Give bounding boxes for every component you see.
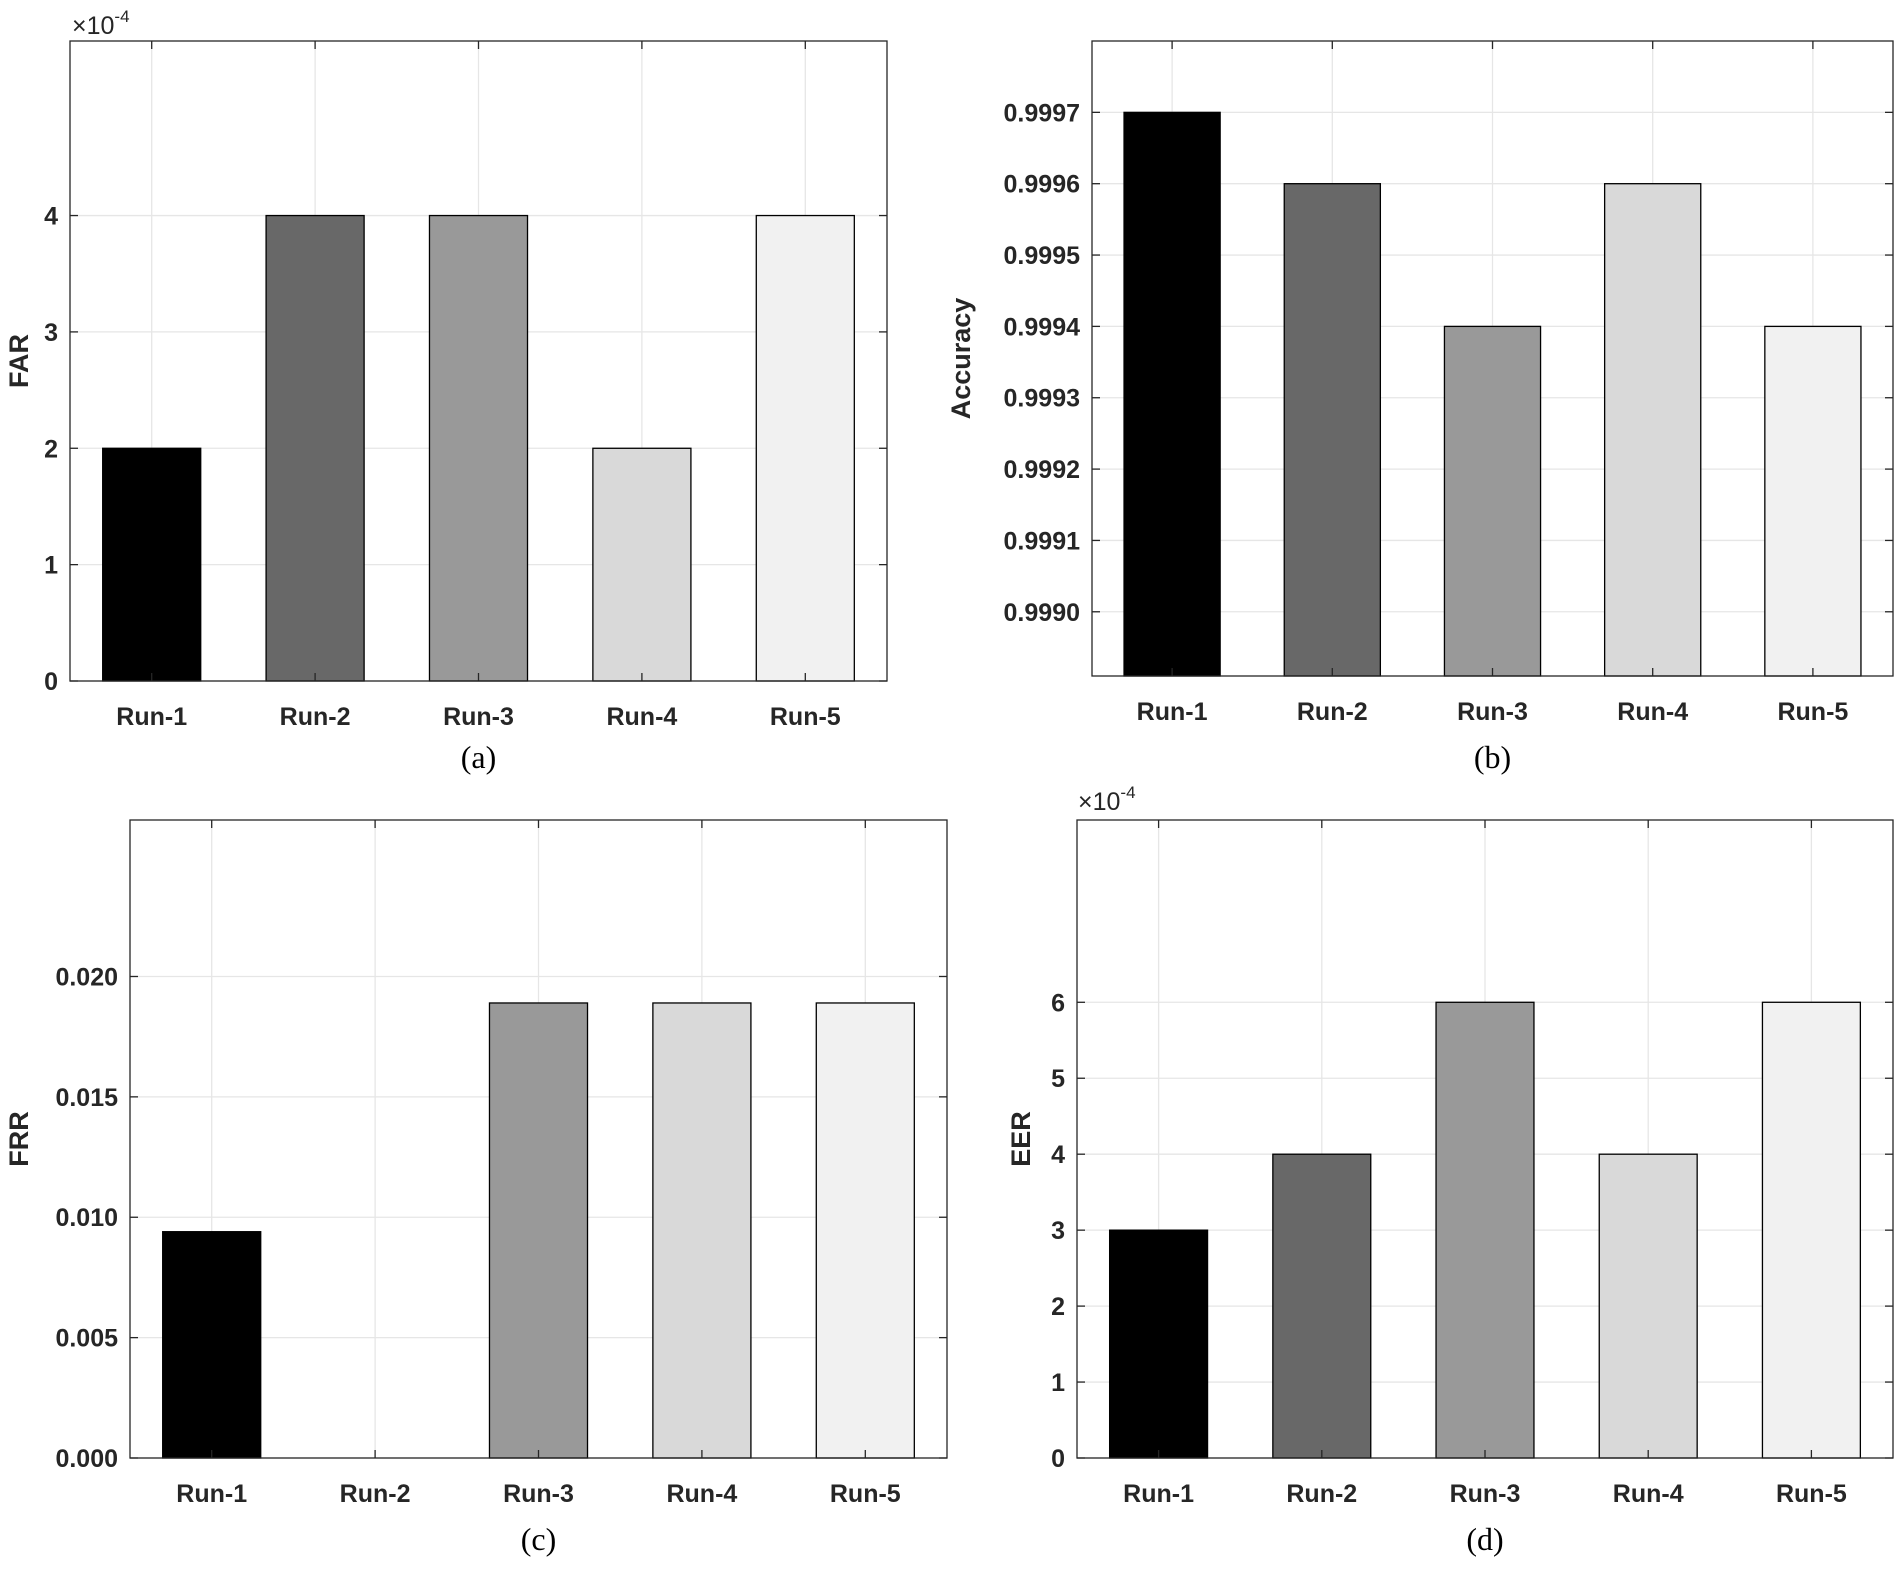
x-tick-label: Run-2	[1286, 1480, 1357, 1508]
y-tick-label: 5	[1051, 1065, 1065, 1093]
y-axis-label: FAR	[4, 334, 34, 388]
x-ticks: Run-1 Run-2 Run-3 Run-4 Run-5	[176, 820, 901, 1508]
chart-caption: (b)	[1474, 739, 1511, 775]
exponent-label: ×10-4	[1078, 783, 1136, 816]
bar-run-5	[755, 214, 855, 682]
bar-run-3	[428, 214, 529, 682]
bar-run-5	[815, 1002, 915, 1459]
bar-run-4	[652, 1002, 752, 1459]
bar-run-3	[488, 1002, 589, 1459]
y-tick-label: 0.9997	[1004, 99, 1080, 127]
x-tick-label: Run-2	[340, 1480, 411, 1508]
x-tick-label: Run-4	[1613, 1480, 1684, 1508]
x-tick-label: Run-5	[830, 1480, 901, 1508]
y-tick-label: 3	[1051, 1217, 1065, 1245]
bar-run-4	[1598, 1153, 1698, 1459]
x-tick-label: Run-3	[443, 703, 514, 731]
x-ticks: Run-1 Run-2 Run-3 Run-4 Run-5	[116, 41, 841, 731]
y-tick-label: 0.000	[55, 1445, 118, 1473]
y-tick-label: 0.015	[55, 1084, 118, 1112]
exponent-base: ×10	[1078, 788, 1120, 816]
x-tick-label: Run-5	[770, 703, 841, 731]
x-tick-label: Run-2	[1297, 698, 1368, 726]
x-tick-label: Run-4	[1617, 698, 1688, 726]
y-tick-label: 0	[44, 668, 58, 696]
x-tick-label: Run-5	[1777, 698, 1848, 726]
x-ticks: Run-1 Run-2 Run-3 Run-4 Run-5	[1123, 820, 1847, 1508]
y-tick-label: 4	[44, 203, 58, 231]
bar-run-1	[1108, 1229, 1209, 1459]
chart-a-far: 0 1 2 3 4 Run-1 Run-2 Run-3 Run-4 Run-5 FAR ×10-4 (a…	[4, 7, 888, 775]
y-ticks: 0 1 2 3 4	[44, 203, 887, 696]
y-tick-label: 0.9996	[1004, 171, 1080, 199]
y-tick-label: 2	[44, 435, 58, 463]
exponent-power: -4	[114, 7, 129, 26]
y-axis-label: FRR	[4, 1111, 34, 1167]
bars	[162, 1002, 915, 1459]
bar-run-2	[265, 214, 365, 682]
y-tick-label: 0	[1051, 1445, 1065, 1473]
chart-caption: (c)	[521, 1521, 557, 1557]
y-tick-label: 0.9993	[1004, 385, 1080, 413]
x-ticks: Run-1 Run-2 Run-3 Run-4 Run-5	[1137, 41, 1848, 726]
bar-run-3	[1435, 1001, 1535, 1459]
x-tick-label: Run-1	[176, 1480, 247, 1508]
x-tick-label: Run-2	[280, 703, 351, 731]
bar-run-3	[1443, 325, 1542, 677]
y-tick-label: 4	[1051, 1141, 1065, 1169]
x-tick-label: Run-1	[1123, 1480, 1194, 1508]
exponent-power: -4	[1120, 783, 1135, 802]
bar-run-2	[1272, 1153, 1372, 1459]
chart-d-eer: 0 1 2 3 4 5 6 Run-1 Run-2 Run-3 Run-4 Run-5 EER ×10-4…	[1006, 783, 1894, 1557]
x-tick-label: Run-3	[1450, 1480, 1521, 1508]
y-tick-label: 1	[44, 552, 58, 580]
y-tick-label: 6	[1051, 989, 1065, 1017]
chart-c-frr: 0.000 0.005 0.010 0.015 0.020 Run-1 Run-2 Run-3…	[4, 819, 948, 1557]
y-tick-label: 1	[1051, 1369, 1065, 1397]
bars	[1108, 1001, 1862, 1459]
y-ticks: 0.000 0.005 0.010 0.015 0.020	[55, 963, 947, 1473]
y-tick-label: 0.9990	[1004, 599, 1080, 627]
bars	[102, 214, 855, 682]
x-tick-label: Run-3	[1457, 698, 1528, 726]
x-tick-label: Run-4	[606, 703, 677, 731]
bar-run-4	[592, 447, 692, 682]
x-tick-label: Run-1	[116, 703, 187, 731]
y-tick-label: 0.9991	[1004, 527, 1081, 555]
x-tick-label: Run-4	[666, 1480, 737, 1508]
x-tick-label: Run-5	[1776, 1480, 1847, 1508]
y-tick-label: 3	[44, 319, 58, 347]
bar-run-5	[1764, 325, 1862, 677]
bar-run-4	[1603, 183, 1702, 677]
chart-caption: (d)	[1466, 1521, 1503, 1557]
bars	[1123, 111, 1862, 677]
y-tick-label: 0.010	[55, 1204, 118, 1232]
y-tick-label: 0.9994	[1004, 313, 1081, 341]
bar-run-5	[1761, 1001, 1862, 1459]
y-tick-label: 0.9992	[1004, 456, 1080, 484]
y-axis-label: EER	[1006, 1111, 1036, 1167]
exponent-label: ×10-4	[72, 7, 130, 40]
x-tick-label: Run-1	[1137, 698, 1208, 726]
bar-run-1	[102, 447, 202, 682]
y-ticks: 0.9990 0.9991 0.9992 0.9993 0.9994 0.9995 0.99…	[1004, 99, 1893, 627]
y-tick-label: 0.9995	[1004, 242, 1081, 270]
y-tick-label: 2	[1051, 1293, 1065, 1321]
y-tick-label: 0.020	[55, 963, 118, 991]
y-ticks: 0 1 2 3 4 5 6	[1051, 989, 1893, 1473]
y-tick-label: 0.005	[55, 1325, 118, 1353]
chart-b-accuracy: 0.9990 0.9991 0.9992 0.9993 0.9994 0.9995 0.99…	[946, 40, 1894, 775]
chart-caption: (a)	[461, 739, 497, 775]
bar-run-1	[1123, 111, 1221, 677]
bar-run-1	[162, 1231, 262, 1459]
x-tick-label: Run-3	[503, 1480, 574, 1508]
bar-run-2	[1283, 183, 1382, 677]
exponent-base: ×10	[72, 12, 114, 40]
y-axis-label: Accuracy	[946, 298, 976, 420]
